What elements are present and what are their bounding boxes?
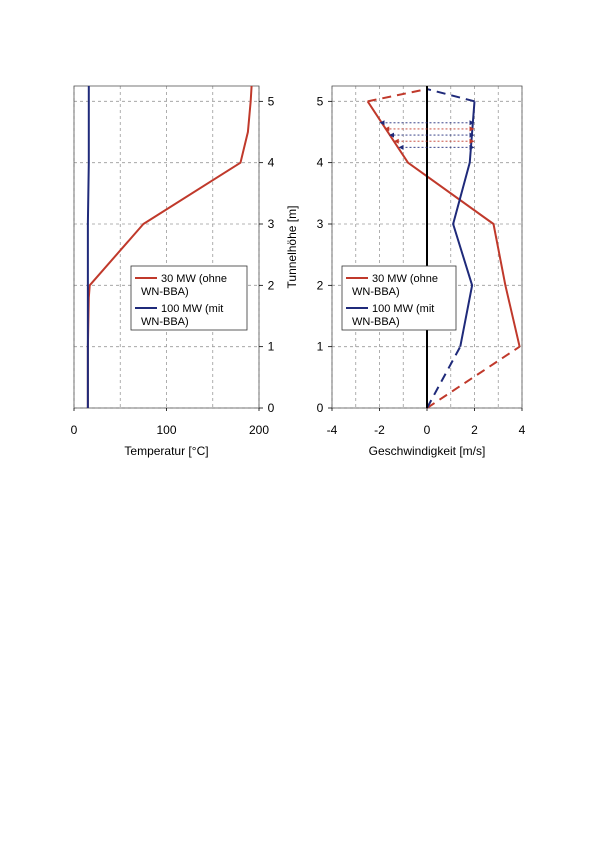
y-tick-label: 5 [268,94,275,108]
y-tick-label: 3 [268,217,275,231]
flow-arrow-head-left [389,132,394,138]
flow-arrow-head-left [393,138,399,144]
legend-label: 30 MW (ohne [161,273,227,285]
series-line-3 [367,88,428,103]
series-line-6 [426,88,475,103]
y-tick-label: 2 [317,278,324,292]
series-line-1 [366,100,521,347]
x-tick-label: 4 [519,423,526,437]
legend-label: 100 MW (mit [161,303,223,315]
y-tick-label: 1 [268,340,275,354]
flow-arrow-head-left [384,126,390,132]
x-tick-label: 200 [249,423,269,437]
flow-arrow-head-right [469,120,475,126]
flow-arrow-head-right [469,132,475,138]
flow-arrow-head-right [469,144,475,150]
y-tick-label: 3 [317,217,324,231]
y-tick-label: 0 [268,401,275,415]
flow-arrow-head-left [379,120,385,126]
legend-box [130,265,248,331]
x-tick-label: -4 [327,423,338,437]
series-line-2 [86,86,90,408]
flow-arrow-head-left [398,144,404,150]
x-tick-label: 0 [424,423,431,437]
x-axis-title: Temperatur [°C] [124,444,208,458]
y-tick-label: 2 [268,278,275,292]
x-tick-label: -2 [374,423,385,437]
legend-label-cont: WN-BBA) [352,286,400,298]
x-tick-label: 2 [471,423,478,437]
legend-label-cont: WN-BBA) [352,316,400,328]
y-axis-title: Tunnelhöhe [m] [285,206,299,289]
flow-arrow-head-right [469,126,475,132]
y-tick-label: 1 [317,340,324,354]
series-line-2 [426,345,521,409]
y-tick-label: 4 [268,156,275,170]
series-line-5 [426,346,462,409]
chart-2: 0 1 2 3 4 5 -4 -2 0 2 4 Geschwindigkeit [m/s] Tunnel… [285,85,526,458]
x-tick-label: 100 [156,423,176,437]
y-tick-label: 0 [317,401,324,415]
legend-label: 100 MW (mit [372,303,434,315]
legend-label: 30 MW (ohne [372,273,438,285]
legend-box [341,265,457,331]
legend-label-cont: WN-BBA) [141,316,189,328]
y-tick-label: 4 [317,156,324,170]
x-axis-title: Geschwindigkeit [m/s] [369,444,486,458]
series-line-1 [86,85,253,408]
flow-arrow-head-right [469,138,475,144]
x-tick-label: 0 [71,423,78,437]
y-tick-label: 5 [317,94,324,108]
legend-label-cont: WN-BBA) [141,286,189,298]
